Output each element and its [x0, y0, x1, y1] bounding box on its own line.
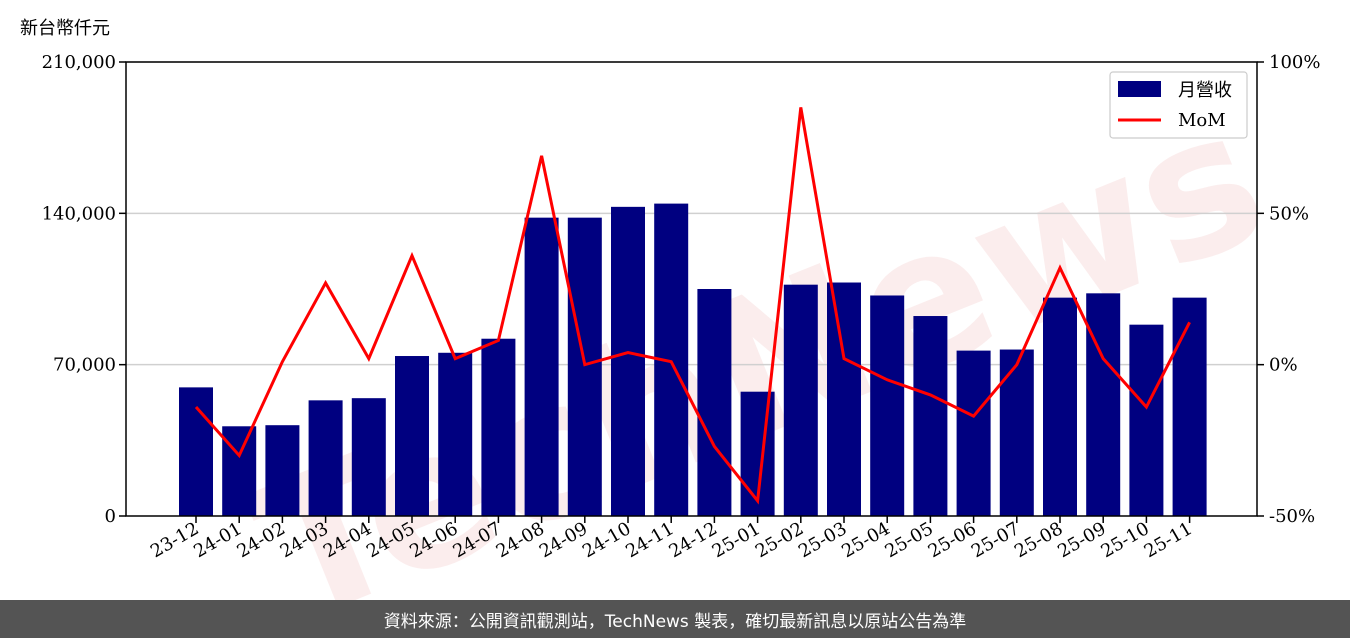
left-tick-label: 140,000 — [42, 203, 116, 224]
bar-25-07 — [999, 349, 1034, 516]
bar-24-04 — [351, 398, 386, 516]
revenue-chart: TechNews 070,000140,000210,000-50%0%50%1… — [20, 18, 1320, 600]
bar-24-05 — [395, 356, 429, 516]
bar-24-06 — [438, 352, 473, 516]
x-tick-label: 25-07 — [968, 518, 1023, 562]
right-tick-label: 100% — [1269, 52, 1320, 73]
bar-24-01 — [222, 426, 257, 516]
x-tick-label: 25-11 — [1141, 518, 1196, 562]
left-axis-unit-label: 新台幣仟元 — [20, 18, 110, 39]
plot-frame — [125, 61, 1258, 517]
bar-24-12 — [697, 289, 732, 516]
source-footer: 資料來源：公開資訊觀測站，TechNews 製表，確切最新訊息以原站公告為準 — [0, 600, 1350, 638]
x-tick-label: 25-03 — [795, 518, 850, 562]
line-series — [194, 107, 1191, 505]
bar-24-09 — [567, 217, 602, 516]
x-tick-label: 25-10 — [1097, 518, 1152, 562]
bar-24-10 — [611, 206, 645, 516]
right-tick-label: 0% — [1269, 355, 1298, 376]
legend-label-line: MoM — [1178, 110, 1226, 131]
right-tick-label: 50% — [1269, 203, 1309, 224]
bar-series — [179, 203, 1207, 516]
bar-25-06 — [956, 350, 991, 516]
bar-25-11 — [1172, 297, 1207, 516]
bar-25-10 — [1129, 324, 1164, 516]
mom-line — [194, 107, 1191, 505]
x-tick-label: 25-04 — [838, 518, 893, 562]
x-tick-label: 24-01 — [190, 518, 245, 562]
x-tick-label: 25-05 — [881, 518, 936, 562]
left-tick-label: 70,000 — [53, 355, 116, 376]
bar-24-07 — [481, 338, 516, 516]
bar-24-03 — [308, 400, 343, 516]
left-tick-label: 0 — [105, 506, 116, 527]
x-tick-label: 25-01 — [709, 518, 764, 562]
x-tick-label: 25-06 — [925, 518, 980, 562]
x-tick-label: 24-12 — [665, 518, 720, 562]
bar-25-04 — [870, 295, 905, 516]
right-tick-label: -50% — [1269, 506, 1315, 527]
legend-swatch-bar — [1118, 81, 1161, 97]
source-text: 資料來源：公開資訊觀測站，TechNews 製表，確切最新訊息以原站公告為準 — [383, 611, 967, 632]
bar-25-08 — [1043, 297, 1077, 516]
legend: 月營收 MoM — [1109, 71, 1248, 139]
bar-25-02 — [783, 284, 818, 516]
left-tick-label: 210,000 — [42, 52, 116, 73]
x-tick-label: 25-08 — [1011, 518, 1066, 562]
x-tick-label: 25-02 — [752, 518, 807, 562]
bar-23-12 — [179, 387, 213, 516]
bar-25-09 — [1086, 293, 1121, 516]
bar-25-03 — [827, 282, 861, 516]
bar-24-08 — [524, 217, 559, 516]
legend-label-bar: 月營收 — [1178, 80, 1232, 101]
x-tick-label: 25-09 — [1054, 518, 1109, 562]
bar-24-02 — [265, 425, 300, 516]
x-tick-label: 23-12 — [147, 518, 202, 562]
bar-25-05 — [913, 316, 948, 516]
